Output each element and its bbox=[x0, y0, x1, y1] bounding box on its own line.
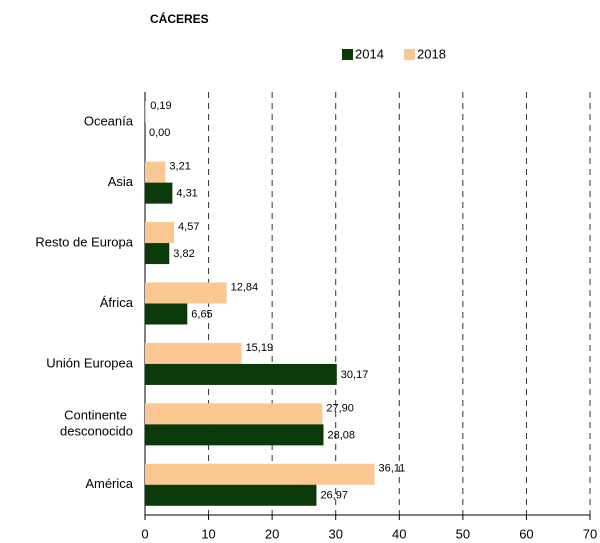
x-tick-label: 40 bbox=[392, 526, 406, 541]
bar bbox=[145, 101, 147, 123]
bar bbox=[145, 161, 166, 183]
bar bbox=[145, 303, 188, 325]
bar bbox=[145, 222, 175, 244]
bar bbox=[145, 342, 242, 364]
y-tick-label: Resto de Europa bbox=[35, 235, 133, 250]
y-tick-label: África bbox=[100, 295, 134, 310]
y-tick-label: Asia bbox=[108, 174, 134, 189]
legend-label: 2014 bbox=[355, 46, 384, 61]
bar bbox=[145, 463, 375, 485]
bar bbox=[145, 363, 337, 385]
data-label: 0,19 bbox=[150, 100, 171, 112]
x-tick-label: 70 bbox=[583, 526, 597, 541]
x-tick-label: 10 bbox=[201, 526, 215, 541]
legend-swatch bbox=[404, 49, 415, 60]
data-label: 0,00 bbox=[149, 127, 170, 139]
data-label: 30,17 bbox=[341, 369, 369, 381]
data-label: 6,65 bbox=[191, 308, 212, 320]
x-tick-label: 50 bbox=[456, 526, 470, 541]
x-tick-label: 60 bbox=[519, 526, 533, 541]
legend-swatch bbox=[342, 49, 353, 60]
data-label: 4,57 bbox=[178, 221, 199, 233]
data-label: 12,84 bbox=[231, 281, 259, 293]
bar bbox=[145, 243, 170, 265]
data-label: 3,21 bbox=[169, 161, 190, 173]
data-label: 28,08 bbox=[328, 429, 356, 441]
data-label: 26,97 bbox=[320, 490, 348, 502]
data-label: 3,82 bbox=[173, 248, 194, 260]
bar bbox=[145, 484, 317, 506]
x-tick-label: 20 bbox=[265, 526, 279, 541]
chart-title: CÁCERES bbox=[150, 11, 209, 26]
data-label: 27,90 bbox=[326, 402, 354, 414]
data-label: 15,19 bbox=[246, 342, 274, 354]
y-tick-label: Continente desconocido bbox=[60, 408, 133, 439]
legend-label: 2018 bbox=[417, 46, 446, 61]
y-tick-label: Oceanía bbox=[84, 114, 134, 129]
y-tick-label: América bbox=[85, 476, 133, 491]
y-tick-label: Unión Europea bbox=[46, 355, 133, 370]
x-tick-label: 30 bbox=[328, 526, 342, 541]
data-label: 4,31 bbox=[176, 188, 197, 200]
bar bbox=[145, 424, 324, 446]
bar bbox=[145, 403, 323, 425]
bar bbox=[145, 182, 173, 204]
bar bbox=[145, 282, 227, 304]
x-tick-label: 0 bbox=[141, 526, 148, 541]
data-label: 36,11 bbox=[379, 463, 406, 475]
